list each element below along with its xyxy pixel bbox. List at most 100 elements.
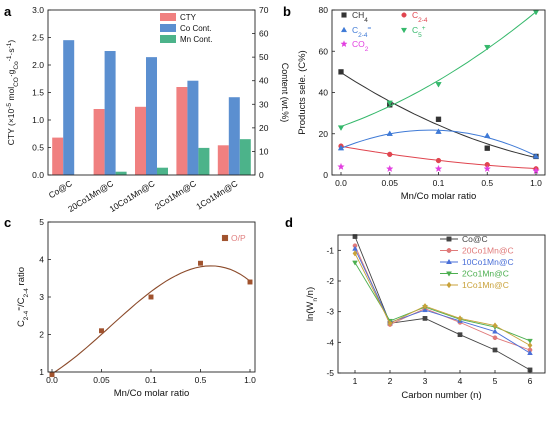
label-part: Co: [13, 61, 20, 70]
legend-marker: [340, 26, 348, 33]
label-part: ratio: [16, 267, 27, 288]
legend-swatch: [160, 13, 176, 21]
label-part: 2-4: [358, 32, 368, 39]
label-part: C: [352, 25, 358, 35]
bar-cty-3: [176, 87, 188, 175]
x-tick-label: Co@C: [47, 178, 74, 200]
fit-curve: [51, 265, 251, 375]
data-point: [387, 320, 393, 327]
data-point: [527, 338, 533, 344]
label-part: CO: [352, 39, 365, 49]
legend-marker: [446, 281, 452, 289]
data-point: [492, 335, 498, 341]
data-point: [338, 69, 344, 75]
y2-tick-label: 70: [259, 5, 269, 15]
label-part: /n): [305, 287, 316, 298]
panel-label-a: a: [4, 4, 12, 19]
y2-axis-label: Content (wt.%): [280, 63, 290, 123]
data-point: [386, 164, 394, 172]
legend-marker: [446, 236, 452, 242]
label-part: 2-4: [23, 288, 30, 298]
legend-marker: [400, 27, 408, 34]
panel-label-d: d: [285, 215, 293, 230]
x-tick-label: 0.1: [433, 178, 445, 188]
label-part: ): [6, 40, 16, 43]
label-part: 2-4: [418, 17, 428, 24]
y2-tick-label: 10: [259, 146, 269, 156]
x-tick-label: 5: [493, 376, 498, 386]
data-point: [532, 153, 540, 159]
data-point: [492, 347, 498, 353]
label-part: C: [412, 10, 418, 20]
bar-cty-4: [217, 145, 229, 175]
data-point: [484, 44, 491, 51]
x-tick-label: 0.5: [481, 178, 493, 188]
panel-label-b: b: [283, 4, 291, 19]
data-point: [435, 157, 442, 164]
x-tick-label: 0.1: [145, 375, 157, 385]
data-point: [457, 332, 463, 338]
legend-marker: [446, 248, 452, 253]
label-part: CH: [352, 10, 364, 20]
data-point: [484, 132, 491, 138]
x-tick-label: 1: [353, 376, 358, 386]
label-part: +: [422, 25, 426, 32]
y-axis-label: Products sele. (C%): [297, 50, 308, 134]
y2-tick-label: 0: [259, 170, 264, 180]
legend-label: C5+: [412, 25, 426, 39]
label-part: ·s: [6, 48, 16, 55]
y-tick-label: 1.0: [32, 115, 44, 125]
legend-label: Mn Cont.: [180, 35, 212, 44]
x-tick-label: 3: [423, 376, 428, 386]
fit-curve: [340, 11, 537, 127]
y2-tick-label: 50: [259, 52, 269, 62]
y-tick-label: 0.0: [32, 170, 44, 180]
y-tick-label: 3: [39, 292, 44, 302]
label-part: mol: [6, 87, 16, 103]
legend-swatch: [160, 24, 176, 32]
y-tick-label: 40: [319, 88, 329, 98]
label-part: -1: [6, 42, 13, 48]
data-point: [352, 260, 358, 266]
x-tick-label: 0.0: [335, 178, 347, 188]
legend-swatch: [160, 35, 176, 43]
data-point: [527, 342, 533, 349]
y-tick-label: 3.0: [32, 5, 44, 15]
x-axis-label: Carbon number (n): [401, 390, 481, 401]
y-axis-label: CTY (×10-5 molCO·gCo-1·s-1): [6, 40, 20, 146]
y-tick-label: 5: [39, 217, 44, 227]
x-tick-label: 0.0: [46, 375, 58, 385]
x-tick-label: 20Co1Mn@C: [66, 178, 115, 214]
data-point: [337, 125, 345, 131]
label-part: /C: [16, 297, 27, 307]
y-axis-label: ln(Wn/n): [305, 287, 319, 321]
legend-label: C2-4=: [352, 25, 372, 39]
y-tick-label: 2.5: [32, 33, 44, 43]
data-point: [532, 9, 540, 16]
y-tick-label: 2.0: [32, 60, 44, 70]
data-point: [247, 279, 253, 285]
x-tick-label: 2Co1Mn@C: [153, 178, 198, 211]
data-point: [148, 294, 154, 300]
label-part: 4: [364, 17, 368, 24]
panel-label-c: c: [4, 215, 11, 230]
chart-b: 0 20 40 60 80 0.0 0.05 0.1 0.5 1.0 Mn/Co molar rat…: [297, 5, 546, 202]
data-point: [99, 328, 104, 334]
bar-cocont-0: [63, 40, 75, 175]
y2-tick-label: 40: [259, 76, 269, 86]
bar-cocont-3: [187, 80, 199, 175]
bar-cocont-4: [228, 97, 240, 175]
y-tick-label: -2: [326, 276, 334, 286]
data-point: [492, 328, 498, 334]
data-point: [422, 316, 428, 321]
legend-label: Co@C: [462, 234, 488, 244]
plot-frame-d: [337, 234, 546, 374]
data-point: [386, 130, 393, 136]
data-point: [352, 234, 358, 239]
data-point: [352, 250, 358, 257]
bar-cocont-1: [104, 51, 116, 176]
label-part: -1: [6, 55, 13, 61]
y-tick-label: 20: [319, 129, 329, 139]
